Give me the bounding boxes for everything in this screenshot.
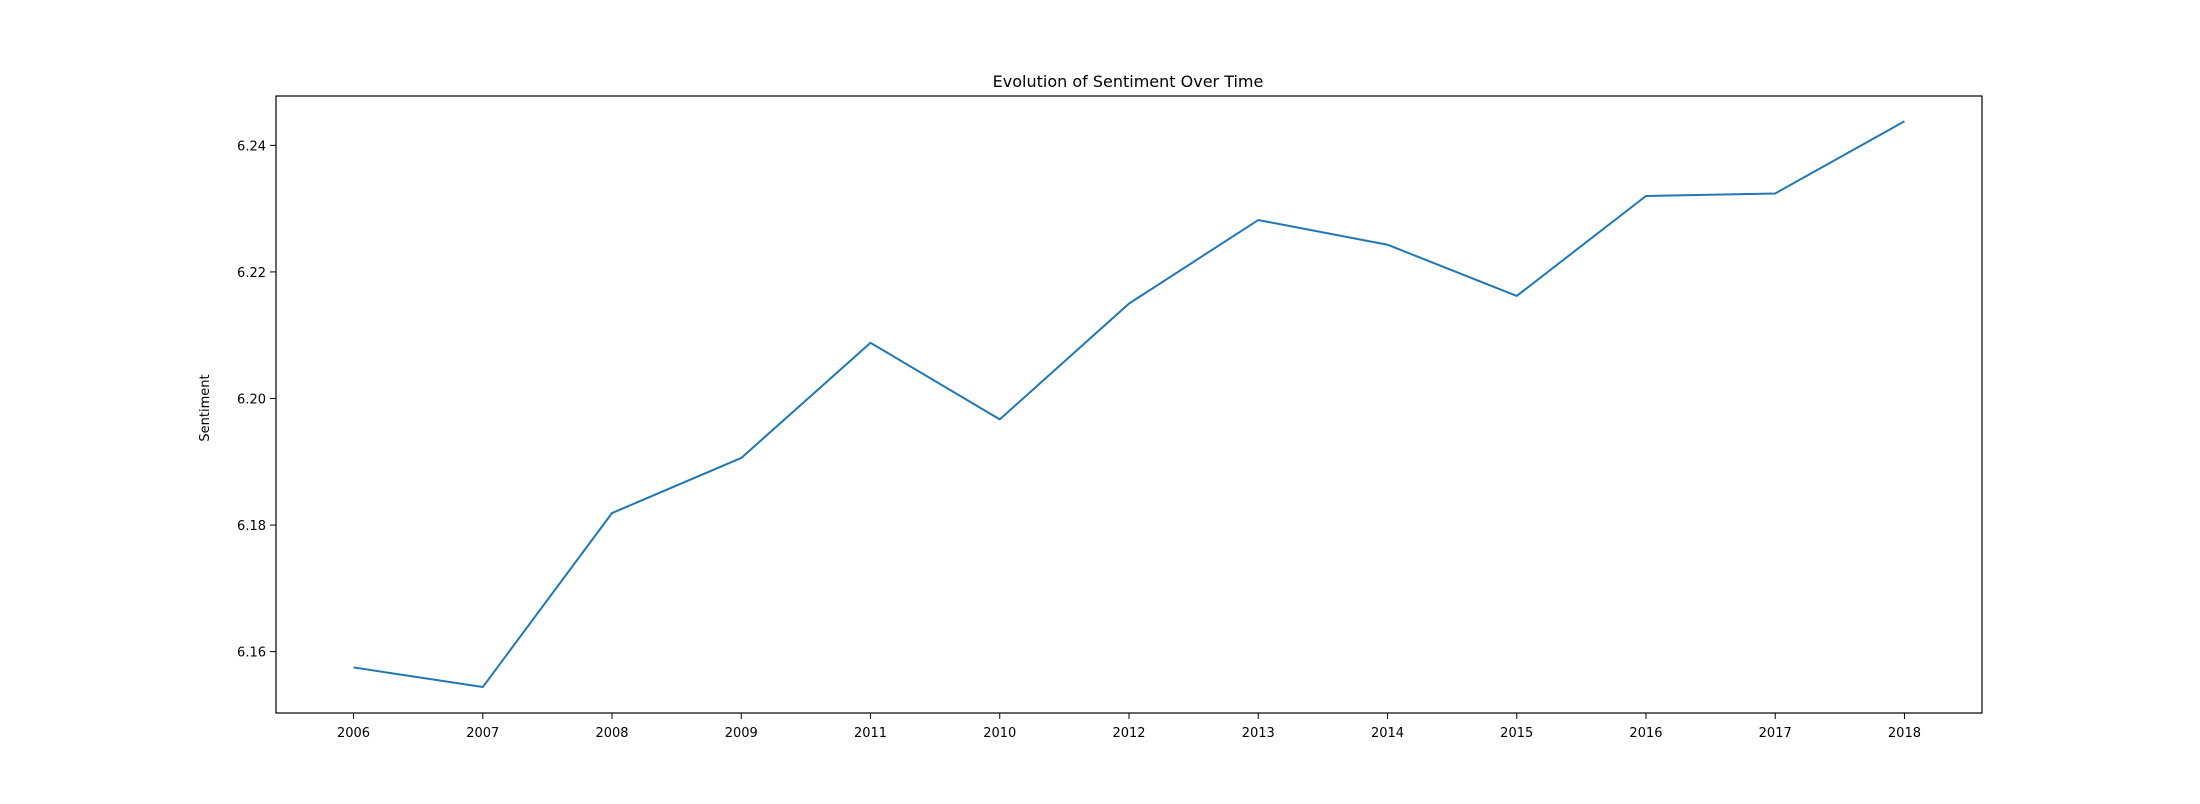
y-tick-label: 6.24 [237, 139, 266, 154]
x-tick-label: 2016 [1629, 726, 1662, 741]
y-tick-label: 6.16 [237, 646, 266, 661]
x-tick-label: 2007 [466, 726, 499, 741]
x-tick-label: 2009 [725, 726, 758, 741]
y-tick-label: 6.18 [237, 519, 266, 534]
plot-area: 2006 2007 2008 2009 2011 2010 2012 2013 2014 2015… [237, 120, 1921, 741]
x-tick-label: 2013 [1242, 726, 1275, 741]
series-line [353, 120, 1905, 689]
y-tick-label: 6.20 [237, 392, 266, 407]
y-tick-label: 6.22 [237, 266, 266, 281]
x-tick-label: 2006 [337, 726, 370, 741]
x-tick-label: 2012 [1112, 726, 1145, 741]
y-axis-label: Sentiment [198, 374, 213, 441]
x-tick-label: 2015 [1500, 726, 1533, 741]
chart-title: Evolution of Sentiment Over Time [993, 72, 1264, 91]
x-tick-label: 2014 [1371, 726, 1404, 741]
x-tick-label: 2017 [1759, 726, 1792, 741]
plot-frame [275, 95, 1983, 714]
x-tick-label: 2008 [595, 726, 628, 741]
x-tick-label: 2010 [983, 726, 1016, 741]
x-tick-label: 2018 [1888, 726, 1921, 741]
x-tick-label: 2011 [854, 726, 887, 741]
